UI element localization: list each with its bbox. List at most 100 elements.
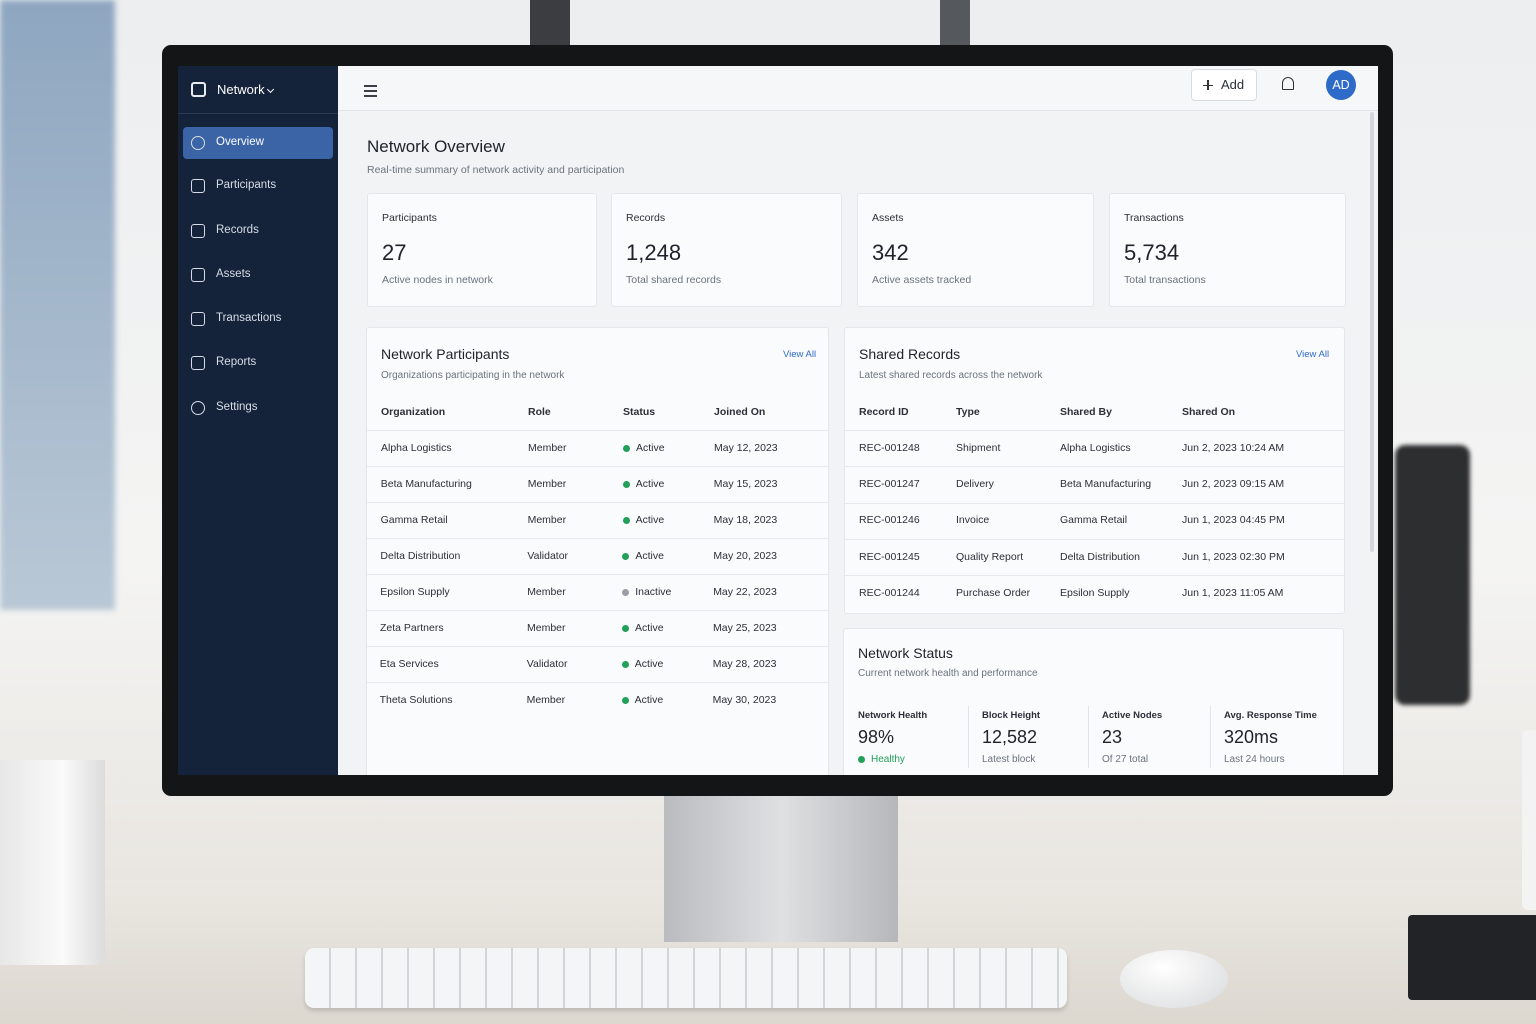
view-all-link[interactable]: View All [1296, 349, 1330, 361]
stat-caption: Total shared records [626, 273, 722, 286]
table-cell: Active [636, 441, 665, 454]
row-divider [845, 466, 1344, 468]
view-all-link[interactable]: View All [783, 349, 817, 361]
nav-icon [191, 401, 205, 415]
stat-label: Transactions [1124, 211, 1184, 224]
nav-icon [191, 136, 205, 150]
keyboard [305, 948, 1067, 1008]
metric-divider [1088, 706, 1089, 768]
stat-caption: Active assets tracked [872, 273, 972, 286]
column-header: Record ID [859, 405, 909, 418]
add-button-label: Add [1221, 77, 1245, 93]
add-button[interactable] [1191, 69, 1257, 101]
table-cell: Alpha Logistics [1060, 441, 1131, 454]
status-dot [623, 444, 630, 452]
table-cell: REC-001248 [859, 441, 920, 454]
table-cell: REC-001247 [859, 478, 920, 490]
table-cell: Validator [527, 549, 569, 562]
metric-value: 320ms [1224, 727, 1279, 748]
table-cell: Active [634, 657, 664, 670]
nav-item[interactable]: Overview [216, 136, 264, 149]
status-dot [622, 552, 630, 560]
row-divider [367, 502, 828, 503]
metric-note: Last 24 hours [1224, 754, 1285, 765]
stat-value: 27 [382, 239, 407, 265]
table-cell: Purchase Order [956, 586, 1031, 599]
status-dot [622, 624, 629, 632]
table-cell: May 18, 2023 [713, 513, 778, 526]
screen: Network Overview Participants Records Assets… [178, 66, 1378, 775]
row-divider [845, 430, 1344, 431]
table-cell: Member [527, 513, 567, 526]
sidebar-header-divider [178, 113, 338, 114]
menu-icon-bar[interactable] [364, 90, 377, 92]
metric-divider [968, 706, 969, 768]
table-cell: Active [635, 477, 665, 490]
table-cell: Epsilon Supply [1060, 586, 1130, 599]
table-cell: Shipment [956, 441, 1001, 454]
mug [0, 760, 105, 965]
stat-card [611, 193, 842, 307]
panel-subtitle: Latest shared records across the network [859, 370, 1043, 381]
table-cell: May 12, 2023 [714, 441, 778, 454]
table-cell: Member [527, 477, 567, 490]
metric-label: Active Nodes [1102, 710, 1163, 722]
column-header: Type [956, 405, 980, 418]
table-cell: Member [528, 441, 567, 454]
table-cell: Gamma Retail [380, 513, 448, 526]
metric-label: Network Health [858, 710, 928, 722]
table-cell: Jun 2, 2023 09:15 AM [1182, 478, 1285, 490]
page-subtitle: Real-time summary of network activity an… [367, 163, 625, 176]
panel-title: Network Participants [381, 345, 510, 362]
table-cell: Inactive [635, 585, 672, 598]
row-divider [367, 466, 828, 467]
status-dot [622, 480, 630, 488]
table-cell: May 15, 2023 [713, 477, 778, 490]
chair [1395, 445, 1470, 705]
notebook [1408, 915, 1536, 1000]
table-cell: Active [635, 549, 664, 562]
participants-panel [366, 327, 829, 775]
column-header: Role [528, 405, 551, 418]
table-cell: REC-001244 [859, 586, 920, 599]
nav-item[interactable]: Settings [216, 401, 258, 414]
window [0, 0, 115, 610]
table-cell: Zeta Partners [380, 621, 444, 634]
nav-item[interactable]: Reports [216, 356, 257, 369]
stat-label: Records [626, 211, 666, 224]
table-cell: Delta Distribution [1060, 550, 1140, 563]
stat-label: Assets [872, 211, 904, 224]
table-cell: Eta Services [379, 657, 439, 670]
menu-icon-bar[interactable] [364, 85, 377, 87]
row-divider [367, 610, 828, 611]
brand-name[interactable]: Network [217, 82, 265, 98]
table-cell: Jun 1, 2023 04:45 PM [1182, 514, 1285, 527]
table-cell: Epsilon Supply [380, 585, 450, 598]
nav-item[interactable]: Records [216, 224, 259, 237]
metric-label: Block Height [982, 710, 1041, 722]
table-cell: Member [527, 621, 566, 634]
window-frame [940, 0, 970, 48]
stat-value: 1,248 [626, 239, 682, 265]
status-dot [622, 588, 630, 596]
row-divider [367, 682, 828, 683]
column-header: Status [623, 405, 656, 418]
avatar[interactable] [1326, 70, 1356, 100]
column-header: Organization [381, 405, 446, 418]
nav-item[interactable]: Participants [216, 179, 277, 192]
table-cell: Delivery [956, 478, 994, 490]
nav-item[interactable]: Transactions [216, 312, 282, 325]
records-panel [844, 327, 1345, 614]
bell-icon[interactable] [1282, 77, 1294, 90]
nav-item[interactable]: Assets [216, 268, 251, 281]
metric-value: 23 [1102, 727, 1123, 748]
table-cell: Beta Manufacturing [380, 477, 472, 490]
stat-label: Participants [382, 211, 437, 224]
menu-icon-bar[interactable] [364, 95, 377, 97]
status-dot [621, 696, 629, 704]
row-divider [367, 574, 828, 575]
nav-icon [191, 268, 205, 282]
stat-caption: Total transactions [1124, 273, 1206, 286]
column-header: Shared On [1182, 405, 1236, 418]
table-cell: Theta Solutions [379, 693, 453, 706]
